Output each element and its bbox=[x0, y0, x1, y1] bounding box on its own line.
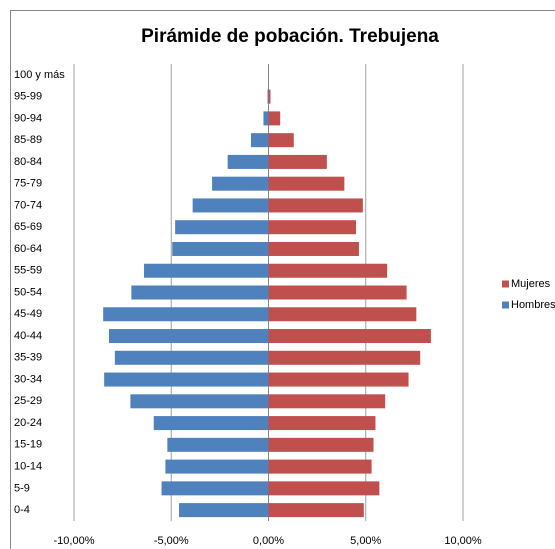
y-tick-label: 85-89 bbox=[14, 134, 42, 146]
bar bbox=[268, 241, 359, 256]
legend-swatch bbox=[502, 301, 509, 309]
x-tick-label: 0,00% bbox=[253, 535, 284, 547]
bar bbox=[175, 220, 269, 235]
bar bbox=[268, 176, 345, 191]
legend-label: Hombres bbox=[511, 299, 555, 311]
bar bbox=[267, 89, 269, 104]
bar bbox=[268, 111, 281, 126]
bar bbox=[212, 176, 269, 191]
bar bbox=[268, 350, 421, 365]
y-tick-label: 60-64 bbox=[14, 243, 42, 255]
bar bbox=[268, 416, 376, 431]
y-tick-label: 30-34 bbox=[14, 373, 42, 385]
y-tick-label: 40-44 bbox=[14, 330, 42, 342]
bar bbox=[104, 372, 269, 387]
bar bbox=[144, 263, 269, 278]
bar bbox=[268, 459, 372, 474]
y-tick-label: 45-49 bbox=[14, 308, 42, 320]
bar bbox=[103, 307, 269, 322]
y-tick-label: 5-9 bbox=[14, 482, 30, 494]
bar bbox=[268, 198, 363, 213]
chart-title: Pirámide de pobación. Trebujena bbox=[141, 26, 439, 47]
bar bbox=[165, 459, 269, 474]
x-tick-label: -10,00% bbox=[54, 535, 95, 547]
bar bbox=[161, 481, 269, 496]
y-tick-label: 0-4 bbox=[14, 504, 30, 516]
bar bbox=[153, 416, 269, 431]
y-tick-label: 100 y más bbox=[14, 69, 65, 81]
x-tick-label: 5,00% bbox=[350, 535, 381, 547]
y-tick-label: 50-54 bbox=[14, 286, 42, 298]
bar bbox=[131, 285, 269, 300]
bar bbox=[268, 133, 294, 148]
bar bbox=[268, 263, 388, 278]
x-tick-label: -5,00% bbox=[154, 535, 189, 547]
y-tick-label: 25-29 bbox=[14, 395, 42, 407]
bar bbox=[167, 437, 269, 452]
y-tick-label: 95-99 bbox=[14, 91, 42, 103]
y-tick-label: 65-69 bbox=[14, 221, 42, 233]
bar bbox=[268, 307, 417, 322]
y-tick-label: 55-59 bbox=[14, 265, 42, 277]
y-tick-label: 15-19 bbox=[14, 439, 42, 451]
bar bbox=[268, 89, 271, 104]
legend-swatch bbox=[502, 280, 509, 288]
y-tick-label: 80-84 bbox=[14, 156, 42, 168]
legend-label: Mujeres bbox=[511, 278, 551, 290]
y-tick-label: 35-39 bbox=[14, 352, 42, 364]
bar bbox=[179, 503, 269, 518]
bar bbox=[250, 133, 269, 148]
bar bbox=[268, 394, 386, 409]
bar bbox=[268, 285, 407, 300]
bar bbox=[268, 372, 409, 387]
bar bbox=[268, 481, 380, 496]
bar bbox=[268, 154, 327, 169]
bar bbox=[109, 329, 269, 344]
y-tick-label: 10-14 bbox=[14, 461, 42, 473]
bar bbox=[268, 437, 374, 452]
x-tick-label: 10,00% bbox=[444, 535, 482, 547]
y-tick-label: 70-74 bbox=[14, 199, 42, 211]
bar bbox=[114, 350, 269, 365]
y-tick-label: 75-79 bbox=[14, 178, 42, 190]
bar bbox=[263, 111, 269, 126]
bar bbox=[268, 329, 431, 344]
bar bbox=[130, 394, 269, 409]
bar bbox=[172, 241, 269, 256]
y-tick-label: 20-24 bbox=[14, 417, 42, 429]
y-tick-label: 90-94 bbox=[14, 112, 42, 124]
bar bbox=[268, 503, 364, 518]
bar bbox=[227, 154, 269, 169]
chart-frame bbox=[10, 10, 555, 549]
bar bbox=[192, 198, 269, 213]
bar bbox=[268, 220, 357, 235]
